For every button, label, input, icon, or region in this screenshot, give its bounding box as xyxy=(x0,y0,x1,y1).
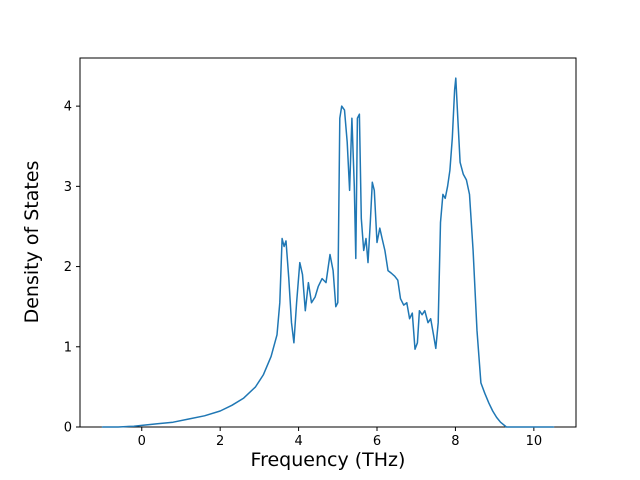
x-tick-label: 0 xyxy=(138,434,146,449)
x-tick-label: 10 xyxy=(526,434,543,449)
x-tick-label: 8 xyxy=(451,434,459,449)
y-tick-label: 4 xyxy=(64,100,72,115)
dos-line xyxy=(101,77,555,428)
y-axis-label: Density of States xyxy=(21,161,43,324)
y-tick-label: 3 xyxy=(64,180,72,195)
x-tick-label: 6 xyxy=(373,434,381,449)
y-tick-label: 1 xyxy=(64,340,72,355)
x-axis-label: Frequency (THz) xyxy=(251,449,406,471)
x-tick-label: 4 xyxy=(294,434,302,449)
plot-frame xyxy=(79,57,577,428)
y-tick-label: 0 xyxy=(64,421,72,436)
x-tick-label: 2 xyxy=(216,434,224,449)
y-tick-label: 2 xyxy=(64,260,72,275)
